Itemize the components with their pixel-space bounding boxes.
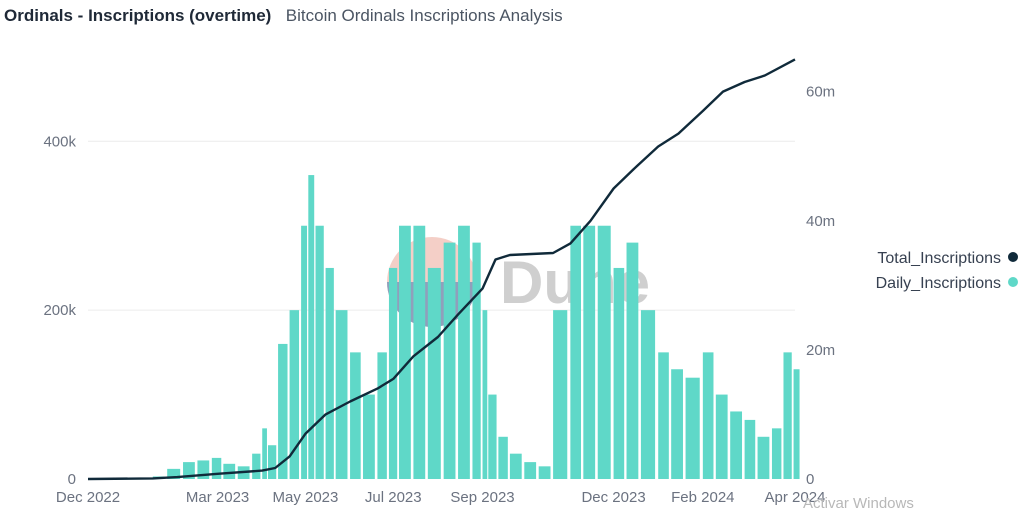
daily-inscriptions-bar <box>399 225 411 479</box>
daily-inscriptions-bar <box>702 352 714 479</box>
daily-inscriptions-bar <box>458 225 470 479</box>
daily-inscriptions-bar <box>363 394 375 479</box>
daily-inscriptions-bar <box>744 419 756 479</box>
daily-inscriptions-bar <box>167 468 181 479</box>
legend-marker-total <box>1008 252 1018 262</box>
daily-inscriptions-bar <box>626 242 639 479</box>
x-tick-label: Jul 2023 <box>365 489 422 506</box>
x-axis: Dec 2022 Mar 2023 May 2023 Jul 2023 Sep 2023… <box>56 489 826 506</box>
daily-inscriptions-bar <box>377 352 387 479</box>
y-right-tick-label: 40m <box>806 213 835 230</box>
activate-windows-overlay: Activar Windows <box>803 495 914 508</box>
legend-label-daily: Daily_Inscriptions <box>876 275 1001 292</box>
x-tick-label: Dec 2023 <box>581 489 645 506</box>
x-tick-label: Apr 2024 <box>765 489 826 506</box>
y-right-tick-label: 20m <box>806 342 835 359</box>
daily-inscriptions-bar <box>443 242 456 479</box>
y-left-tick-label: 200k <box>43 302 76 319</box>
total-inscriptions-line <box>87 58 796 481</box>
daily-inscriptions-bar <box>553 310 568 479</box>
daily-inscriptions-bar <box>388 267 398 479</box>
daily-inscriptions-bar <box>267 445 277 479</box>
daily-inscriptions-bar <box>715 394 728 479</box>
daily-inscriptions-bar <box>427 267 441 479</box>
daily-inscriptions-bar <box>685 377 700 479</box>
y-axis-right: 0 20m 40m 60m <box>806 84 835 488</box>
daily-inscriptions-bars <box>152 175 800 480</box>
daily-inscriptions-bar <box>308 175 315 480</box>
x-tick-label: Sep 2023 <box>450 489 514 506</box>
daily-inscriptions-bar <box>472 242 481 479</box>
daily-inscriptions-bar <box>524 462 537 479</box>
daily-inscriptions-bar <box>658 352 669 479</box>
chart-legend: Total_Inscriptions Daily_Inscriptions <box>876 250 1018 292</box>
daily-inscriptions-bar <box>223 463 236 479</box>
y-right-tick-label: 60m <box>806 84 835 101</box>
daily-inscriptions-bar <box>482 310 488 479</box>
y-left-tick-label: 400k <box>43 133 76 150</box>
daily-inscriptions-bar <box>289 310 300 479</box>
daily-inscriptions-bar <box>498 436 508 479</box>
legend-label-total: Total_Inscriptions <box>877 250 1001 267</box>
daily-inscriptions-bar <box>570 225 581 479</box>
daily-inscriptions-bar <box>350 352 361 479</box>
x-tick-label: Dec 2022 <box>56 489 120 506</box>
daily-inscriptions-bar <box>315 225 324 479</box>
daily-inscriptions-bar <box>488 394 497 479</box>
daily-inscriptions-bar <box>671 369 683 479</box>
daily-inscriptions-bar <box>252 453 261 479</box>
daily-inscriptions-bar <box>640 310 656 479</box>
chart-header: Ordinals - Inscriptions (overtime) Bitco… <box>4 6 563 26</box>
daily-inscriptions-bar <box>325 267 334 479</box>
daily-inscriptions-bar <box>613 267 625 479</box>
daily-inscriptions-bar <box>335 310 348 479</box>
daily-inscriptions-bar <box>509 453 522 479</box>
daily-inscriptions-bar <box>538 466 551 479</box>
chart-subtitle: Bitcoin Ordinals Inscriptions Analysis <box>285 6 563 25</box>
x-tick-label: May 2023 <box>272 489 338 506</box>
daily-inscriptions-bar <box>771 428 782 479</box>
daily-inscriptions-bar <box>301 225 308 479</box>
x-tick-label: Feb 2024 <box>671 489 734 506</box>
daily-inscriptions-bar <box>757 436 770 479</box>
daily-inscriptions-bar <box>793 369 800 479</box>
daily-inscriptions-bar <box>211 457 222 479</box>
y-axis-left: 0 200k 400k <box>43 133 76 488</box>
legend-marker-daily <box>1008 277 1018 287</box>
daily-inscriptions-bar <box>597 225 611 479</box>
daily-inscriptions-bar <box>262 428 267 479</box>
y-left-tick-label: 0 <box>68 471 76 488</box>
daily-inscriptions-bar <box>783 352 792 479</box>
daily-inscriptions-bar <box>197 460 210 479</box>
daily-inscriptions-bar <box>730 411 743 479</box>
daily-inscriptions-bar <box>183 462 195 479</box>
daily-inscriptions-bar <box>583 225 596 479</box>
x-tick-label: Mar 2023 <box>186 489 249 506</box>
y-right-tick-label: 0 <box>806 471 814 488</box>
daily-inscriptions-bar <box>278 343 288 479</box>
chart-title: Ordinals - Inscriptions (overtime) <box>4 6 272 25</box>
